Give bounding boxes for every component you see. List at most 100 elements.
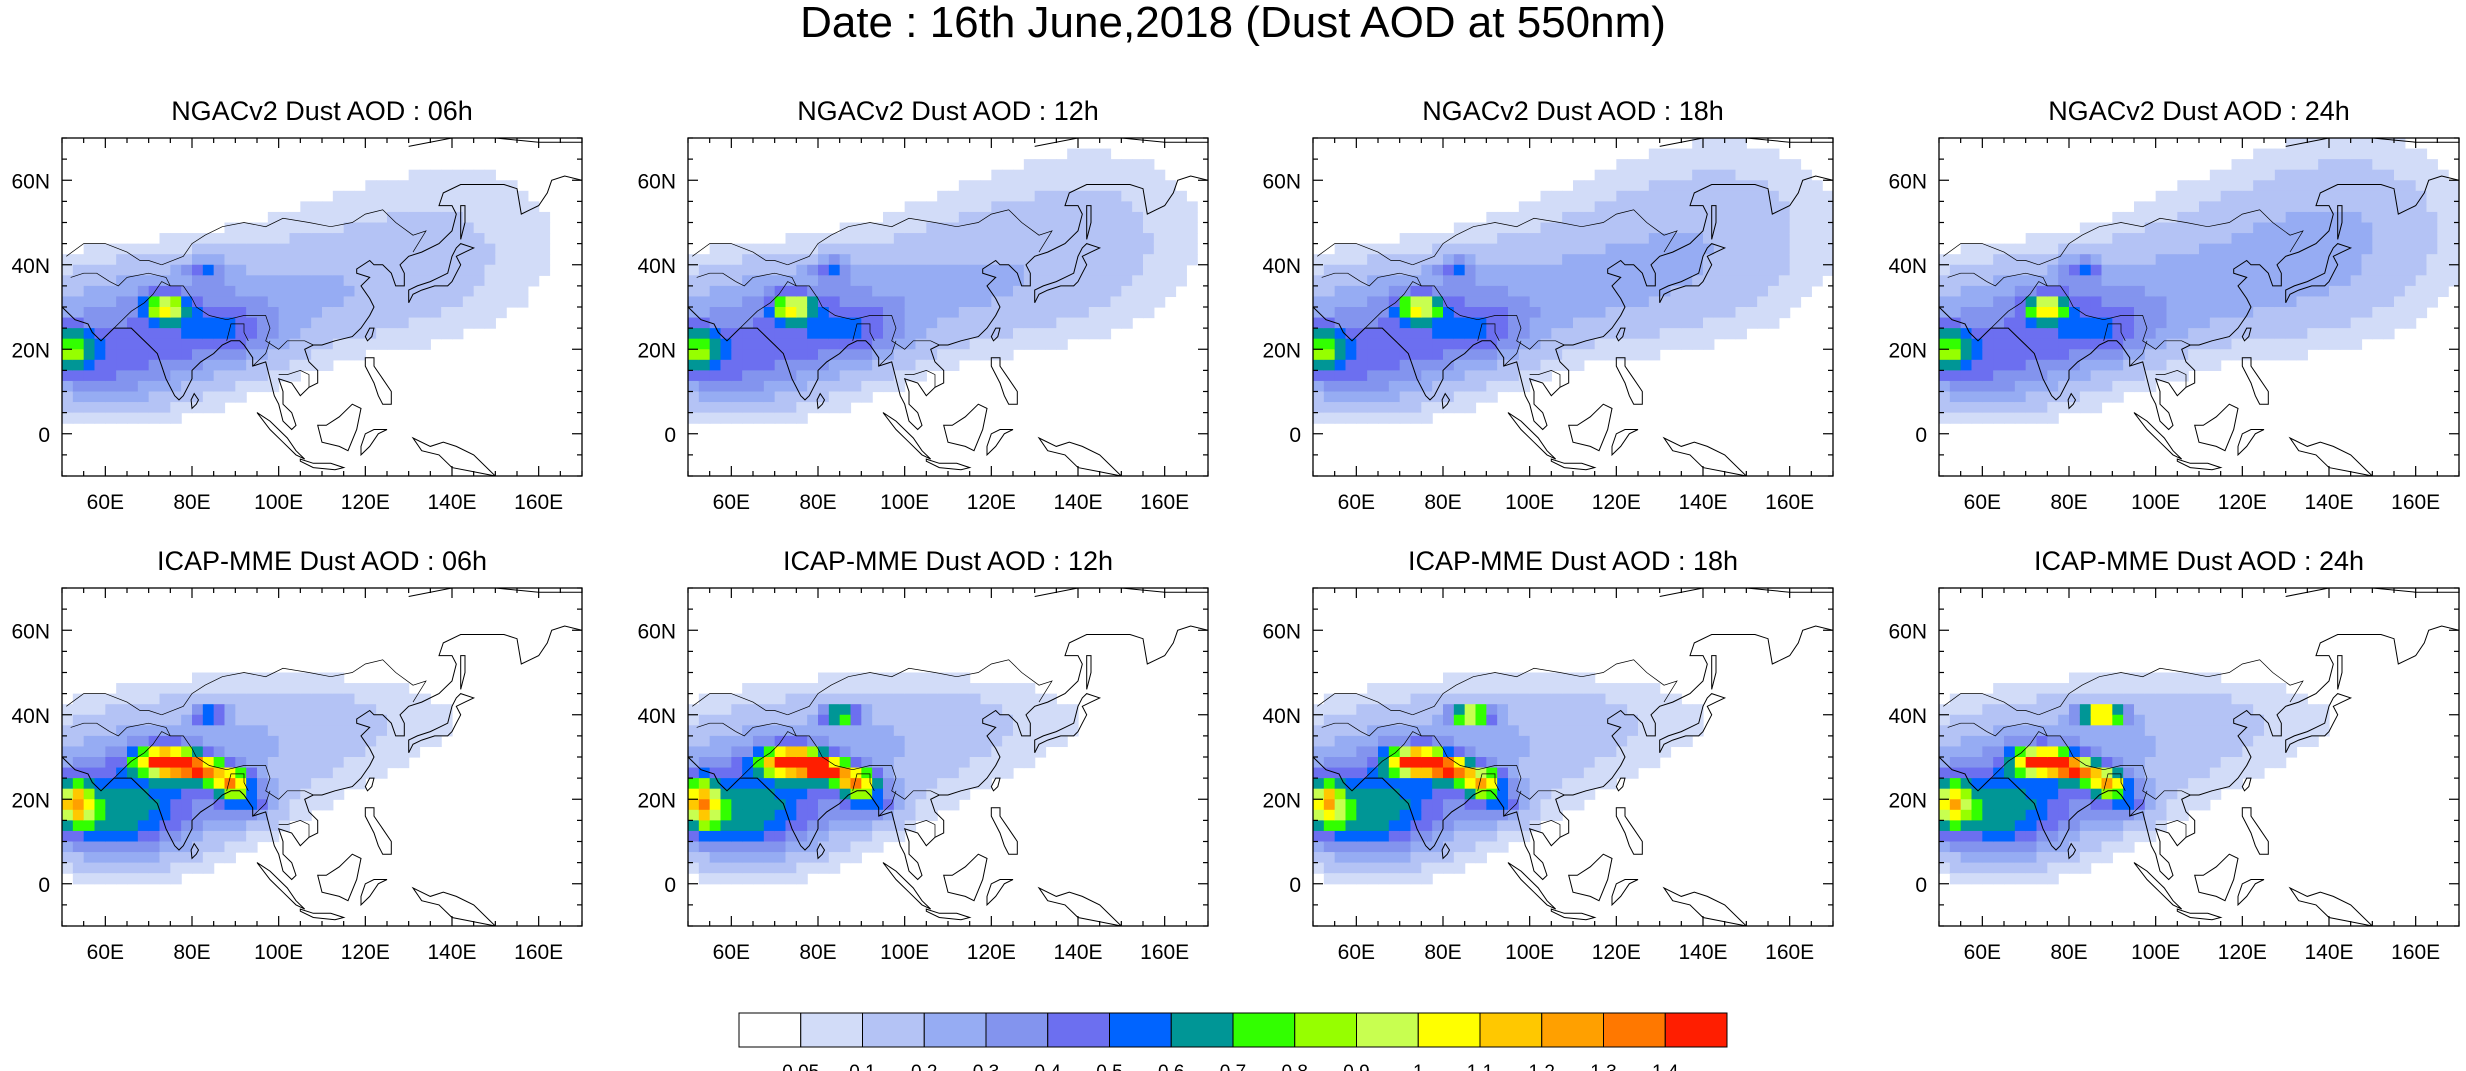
aod-cell	[1367, 296, 1379, 308]
aod-cell	[698, 391, 711, 403]
aod-cell	[202, 852, 215, 864]
aod-cell	[1594, 767, 1607, 779]
aod-cell	[893, 704, 906, 716]
aod-cell	[2329, 190, 2341, 202]
aod-cell	[709, 704, 722, 716]
aod-cell	[2101, 285, 2113, 298]
aod-cell	[1971, 862, 1983, 874]
aod-cell	[1518, 757, 1531, 769]
aod-cell	[2004, 767, 2016, 779]
aod-cell	[828, 841, 841, 853]
aod-cell	[1648, 725, 1661, 737]
aod-cell	[235, 275, 247, 287]
aod-cell	[1703, 328, 1715, 340]
aod-cell	[517, 211, 529, 224]
aod-cell	[2296, 190, 2308, 202]
aod-cell	[419, 201, 431, 213]
aod-cell	[376, 767, 388, 779]
aod-cell	[698, 328, 711, 340]
aod-cell	[311, 704, 323, 716]
aod-cell	[2079, 275, 2092, 287]
aod-cell	[1960, 243, 1973, 255]
aod-cell	[1638, 725, 1650, 737]
lon-tick-label: 140E	[1053, 491, 1102, 514]
aod-cell	[1486, 714, 1498, 726]
aod-cell	[1421, 714, 1433, 726]
aod-field	[1939, 672, 2330, 885]
aod-cell	[332, 704, 345, 716]
aod-cell	[2231, 222, 2243, 234]
aod-cell	[785, 693, 797, 705]
aod-cell	[1164, 285, 1177, 298]
aod-cell	[1453, 328, 1466, 340]
aod-cell	[1088, 243, 1101, 255]
aod-cell	[969, 714, 982, 726]
aod-cell	[1378, 714, 1390, 726]
aod-cell	[2101, 370, 2113, 382]
aod-cell	[828, 704, 841, 716]
aod-cell	[62, 788, 74, 800]
aod-cell	[1670, 317, 1682, 329]
aod-cell	[850, 746, 862, 758]
aod-cell	[1367, 746, 1379, 758]
aod-cell	[1768, 296, 1780, 308]
aod-cell	[127, 307, 139, 319]
aod-cell	[1692, 704, 1704, 716]
aod-cell	[473, 190, 486, 202]
aod-cell	[861, 778, 873, 790]
aod-cell	[688, 370, 700, 382]
aod-cell	[137, 683, 150, 695]
aod-cell	[2242, 317, 2254, 329]
aod-cell	[181, 254, 193, 266]
aod-cell	[376, 275, 388, 287]
aod-cell	[893, 380, 906, 393]
aod-cell	[419, 190, 431, 202]
aod-cell	[958, 222, 971, 234]
aod-cell	[473, 169, 486, 181]
aod-cell	[1088, 264, 1101, 276]
lon-tick-label: 60E	[713, 941, 750, 964]
aod-cell	[94, 338, 106, 350]
aod-cell	[1822, 233, 1833, 245]
aod-cell	[2339, 190, 2352, 202]
aod-cell	[2014, 328, 2027, 340]
aod-cell	[441, 328, 453, 340]
aod-cell	[2025, 275, 2038, 287]
aod-cell	[1971, 767, 1983, 779]
aod-cell	[105, 714, 117, 726]
aod-cell	[462, 275, 475, 287]
aod-cell	[2014, 285, 2027, 298]
aod-cell	[224, 307, 236, 319]
aod-cell	[159, 809, 171, 821]
aod-cell	[1432, 757, 1444, 769]
aod-cell	[127, 799, 139, 811]
aod-cell	[926, 201, 938, 213]
aod-cell	[527, 233, 540, 245]
aod-cell	[1453, 704, 1466, 716]
aod-cell	[926, 788, 938, 800]
aod-cell	[688, 704, 700, 716]
aod-cell	[2079, 370, 2092, 382]
aod-cell	[462, 264, 475, 276]
aod-cell	[2004, 370, 2016, 382]
aod-cell	[2166, 201, 2178, 213]
aod-cell	[904, 788, 917, 800]
aod-cell	[796, 233, 808, 245]
aod-cell	[527, 222, 540, 234]
aod-cell	[419, 296, 431, 308]
aod-cell	[473, 233, 486, 245]
aod-cell	[267, 799, 280, 811]
aod-cell	[419, 338, 431, 350]
aod-cell	[72, 788, 85, 800]
aod-cell	[1551, 222, 1563, 234]
aod-cell	[1551, 243, 1563, 255]
aod-cell	[1993, 359, 2005, 371]
aod-cell	[785, 243, 797, 255]
aod-cell	[1638, 704, 1650, 716]
aod-cell	[1971, 307, 1983, 319]
aod-cell	[72, 307, 85, 319]
aod-cell	[688, 746, 700, 758]
aod-cell	[484, 275, 496, 287]
aod-cell	[2155, 370, 2168, 382]
aod-cell	[1573, 725, 1585, 737]
